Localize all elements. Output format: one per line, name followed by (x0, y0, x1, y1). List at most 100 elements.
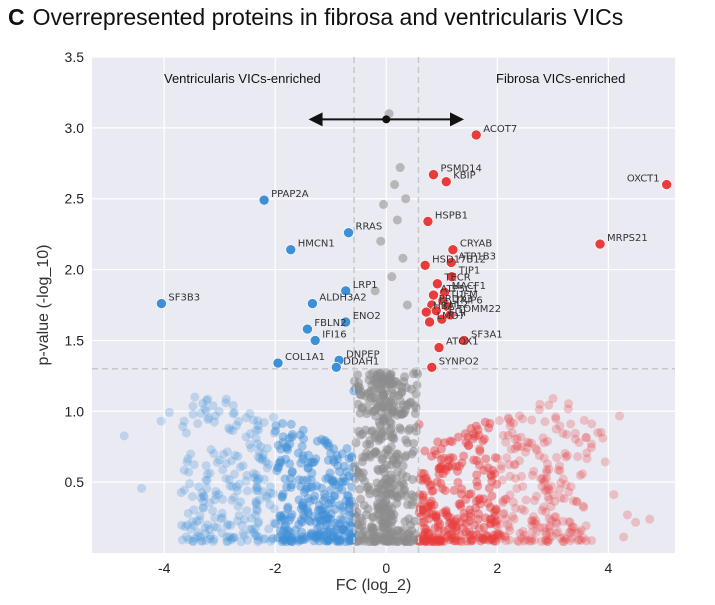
background-point (551, 528, 561, 538)
background-point (474, 430, 484, 440)
background-point (474, 524, 484, 534)
background-point (487, 491, 497, 501)
background-point (457, 458, 467, 468)
background-point (259, 534, 269, 544)
background-point (480, 535, 490, 545)
background-point (249, 528, 259, 538)
background-point (282, 537, 292, 547)
data-point-ifi16 (309, 335, 321, 346)
background-point (347, 451, 357, 461)
background-point (543, 459, 553, 469)
background-point (579, 533, 589, 543)
background-point (494, 531, 504, 541)
background-point (426, 480, 436, 490)
background-point (320, 435, 330, 445)
background-point (517, 504, 527, 514)
background-point (355, 484, 365, 494)
x-axis-label: FC (log_2) (336, 577, 412, 594)
background-point (587, 536, 597, 546)
background-point (561, 534, 571, 544)
background-point (461, 527, 471, 537)
background-point (225, 481, 235, 491)
background-point (546, 481, 556, 491)
background-point (197, 536, 207, 546)
background-point (318, 515, 328, 525)
background-point (422, 501, 432, 511)
background-point (320, 492, 330, 502)
background-point (433, 537, 443, 547)
background-point (298, 425, 308, 435)
point-label-atp5c1: ATP5C1 (440, 284, 478, 295)
background-point (486, 514, 496, 524)
background-point (305, 483, 315, 493)
background-point (218, 465, 228, 475)
background-point (313, 528, 323, 538)
background-point (245, 524, 255, 534)
background-point (332, 533, 342, 543)
background-point (631, 517, 641, 527)
point-label-hba1: HBA1 (433, 301, 461, 312)
background-point (461, 494, 471, 504)
background-point (427, 486, 437, 496)
background-point (441, 506, 451, 516)
background-point (279, 526, 289, 536)
background-point (510, 444, 520, 454)
background-point (329, 531, 339, 541)
background-point (456, 501, 466, 511)
background-point (466, 534, 476, 544)
background-point (512, 441, 522, 451)
background-point (493, 530, 503, 540)
background-point (309, 511, 319, 521)
background-point (496, 464, 506, 474)
background-point (262, 493, 272, 503)
background-point (298, 501, 308, 511)
background-point (277, 491, 287, 501)
background-point (322, 440, 332, 450)
point-label-ppap2a: PPAP2A (271, 189, 309, 200)
background-point (318, 496, 328, 506)
background-point (407, 449, 417, 459)
background-point (328, 527, 338, 537)
background-point (534, 451, 544, 461)
background-point (587, 419, 597, 429)
background-point (235, 462, 245, 472)
background-point (279, 522, 289, 532)
point-label-trip6: TRIP6 (453, 295, 482, 306)
background-point (574, 437, 584, 447)
background-point (491, 453, 501, 463)
background-point (247, 524, 257, 534)
background-point (307, 468, 317, 478)
background-point (471, 421, 481, 431)
background-point (544, 535, 554, 545)
background-point (337, 525, 347, 535)
background-point (478, 436, 488, 446)
background-point (520, 530, 530, 540)
background-point (529, 518, 539, 528)
background-point (329, 457, 339, 467)
background-point (505, 490, 515, 500)
background-point (366, 393, 376, 403)
background-point (230, 450, 240, 460)
background-point (439, 526, 449, 536)
x-axis-ticks: -4 -2 0 2 4 (158, 560, 613, 576)
background-point (363, 482, 373, 492)
background-point (542, 537, 552, 547)
y-tick-label: 1.0 (65, 403, 85, 419)
background-point (252, 500, 262, 510)
background-point (221, 474, 231, 484)
background-point (480, 417, 490, 427)
background-point (540, 486, 550, 496)
background-point (245, 439, 255, 449)
data-point-ppap2a (258, 194, 270, 206)
background-point (312, 481, 322, 491)
background-point (287, 537, 297, 547)
background-point (324, 498, 334, 508)
background-point (435, 519, 445, 529)
background-point (268, 412, 278, 422)
background-point (306, 531, 316, 541)
background-point (322, 514, 332, 524)
background-point (221, 398, 231, 408)
background-point (460, 429, 470, 439)
background-point (424, 514, 434, 524)
background-point (538, 433, 548, 443)
